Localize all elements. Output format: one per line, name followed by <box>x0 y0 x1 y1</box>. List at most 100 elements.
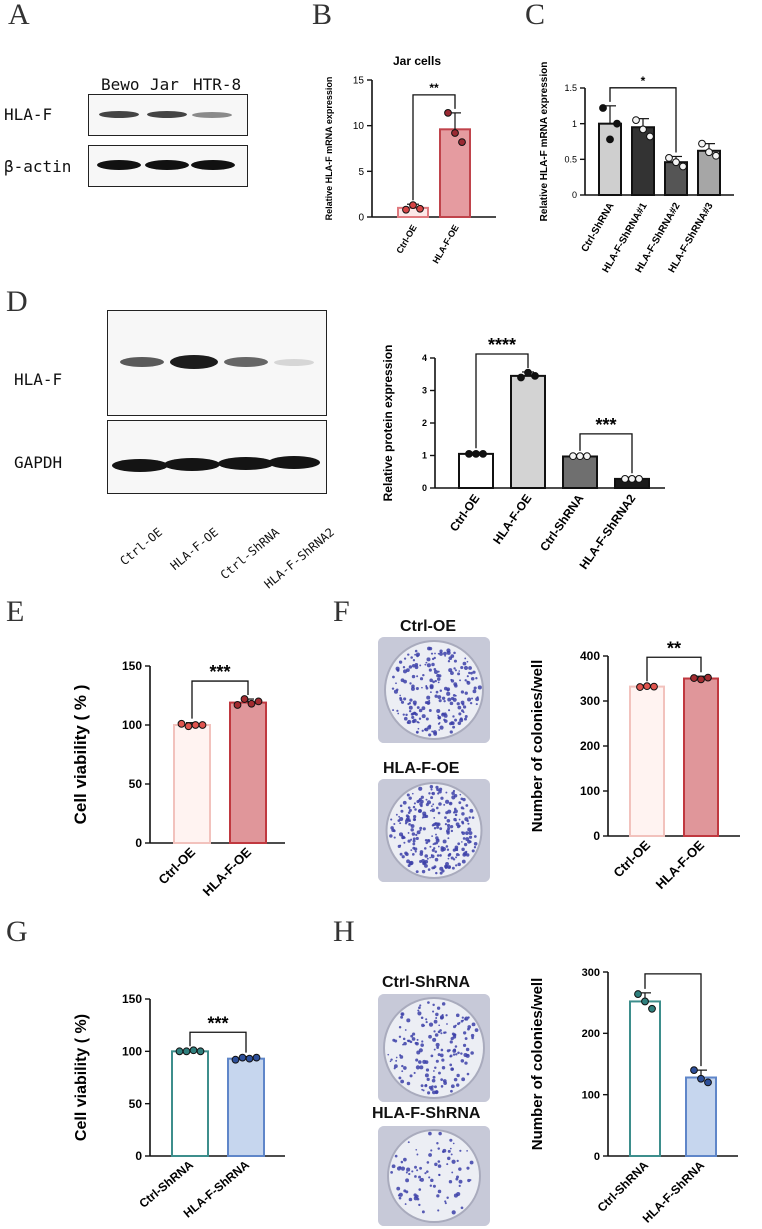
colony-dot <box>419 852 424 856</box>
data-point <box>177 719 186 728</box>
colony-dot <box>440 796 444 800</box>
colony-plate-photo <box>378 637 490 743</box>
colony-dot <box>425 798 428 801</box>
colony-dot <box>435 1012 439 1017</box>
colony-dot <box>403 1189 407 1193</box>
colony-dot <box>413 1196 418 1201</box>
colony-dot <box>436 806 439 810</box>
colony-dot <box>431 808 436 813</box>
colony-dot <box>442 1150 445 1153</box>
colony-dot <box>426 1161 430 1164</box>
colony-dot <box>450 1084 455 1089</box>
colony-dot <box>463 665 469 671</box>
bar <box>562 455 598 489</box>
colony-dot <box>437 1189 442 1194</box>
colony-dot <box>437 1164 442 1168</box>
colony-dot <box>413 802 416 805</box>
colony-dot <box>445 861 449 866</box>
colony-dot <box>420 1043 424 1047</box>
colony-dot <box>433 1070 435 1072</box>
blot-band <box>164 458 220 471</box>
colony-dot <box>475 677 478 680</box>
colony-dot <box>436 1046 439 1049</box>
colony-dot <box>421 1040 424 1043</box>
colony-dot <box>460 1059 465 1063</box>
y-tick-label: 0 <box>135 1149 142 1163</box>
data-point <box>458 138 466 147</box>
colony-dot <box>461 702 465 706</box>
y-tick-label: 100 <box>582 1090 600 1102</box>
colony-dot <box>417 809 422 813</box>
colony-dot <box>452 1053 456 1056</box>
colony-dot <box>426 695 431 700</box>
colony-dot <box>466 1054 469 1057</box>
y-axis-label: Cell viability ( % ) <box>71 685 90 825</box>
colony-dot <box>460 690 465 694</box>
colony-dot <box>393 1064 398 1069</box>
colony-dot <box>405 713 408 717</box>
colony-dot <box>435 1059 439 1063</box>
colony-dot <box>414 1175 417 1178</box>
y-tick-label: 3 <box>422 386 427 396</box>
colony-dot <box>447 826 451 831</box>
colony-dot <box>460 665 464 670</box>
colony-dot <box>474 1028 479 1032</box>
bar <box>173 724 211 844</box>
colony-dot <box>410 849 413 852</box>
colony-dot <box>416 830 421 835</box>
colony-dot <box>443 686 448 691</box>
data-point <box>576 452 584 461</box>
blot-a-lane-label: Bewo <box>101 75 140 94</box>
colony-dot <box>438 1071 441 1075</box>
colony-dot <box>470 1051 474 1055</box>
colony-dot <box>426 663 431 668</box>
colony-dot <box>428 1153 432 1157</box>
colony-dot <box>403 657 407 660</box>
colony-dot <box>408 808 412 812</box>
colony-dot <box>468 666 472 670</box>
colony-dot <box>477 685 482 690</box>
colony-dot <box>411 1170 414 1173</box>
blot-band <box>268 456 320 469</box>
colony-dot <box>418 1175 421 1179</box>
colony-dot <box>456 1083 460 1087</box>
blot-d-lane-label: Ctrl-OE <box>117 525 165 569</box>
data-point <box>252 1053 261 1062</box>
colony-dot <box>418 717 422 720</box>
colony-dot <box>447 837 450 840</box>
colony-dot <box>460 1206 464 1210</box>
colony-dot <box>415 1042 419 1046</box>
y-axis-label: Relative HLA-F mRNA expression <box>539 62 550 222</box>
y-tick-label: 15 <box>353 76 365 87</box>
plate-label: Ctrl-OE <box>400 618 456 635</box>
colony-dot <box>428 733 432 737</box>
category-label: Ctrl-ShRNA <box>580 201 617 254</box>
colony-dot <box>435 1042 440 1047</box>
y-tick-label: 0 <box>572 190 577 200</box>
colony-dot <box>446 848 450 851</box>
colony-plate-photo <box>378 1126 490 1226</box>
colony-dot <box>425 1018 428 1021</box>
colony-dot <box>424 1172 427 1175</box>
significance-label: *** <box>662 965 683 975</box>
bar <box>598 122 622 196</box>
panel-letter-b: B <box>312 0 333 31</box>
colony-dot <box>471 816 475 819</box>
colony-dot <box>439 827 443 831</box>
colony-dot <box>428 1131 432 1136</box>
colony-dot <box>458 1179 463 1184</box>
colony-dot <box>408 1172 411 1176</box>
colony-dot <box>410 824 413 827</box>
y-axis-label: Number of colonies/well <box>529 978 546 1151</box>
colony-dot <box>422 861 427 865</box>
colony-dot <box>450 829 454 833</box>
colony-dot <box>411 663 416 668</box>
colony-dot <box>435 785 439 789</box>
colony-dot <box>473 835 477 838</box>
colony-plate-image <box>378 637 490 743</box>
colony-dot <box>448 668 453 673</box>
panel-letter-d: D <box>6 285 28 318</box>
colony-dot <box>413 818 416 821</box>
colony-dot <box>398 1035 402 1038</box>
colony-dot <box>413 1071 416 1075</box>
